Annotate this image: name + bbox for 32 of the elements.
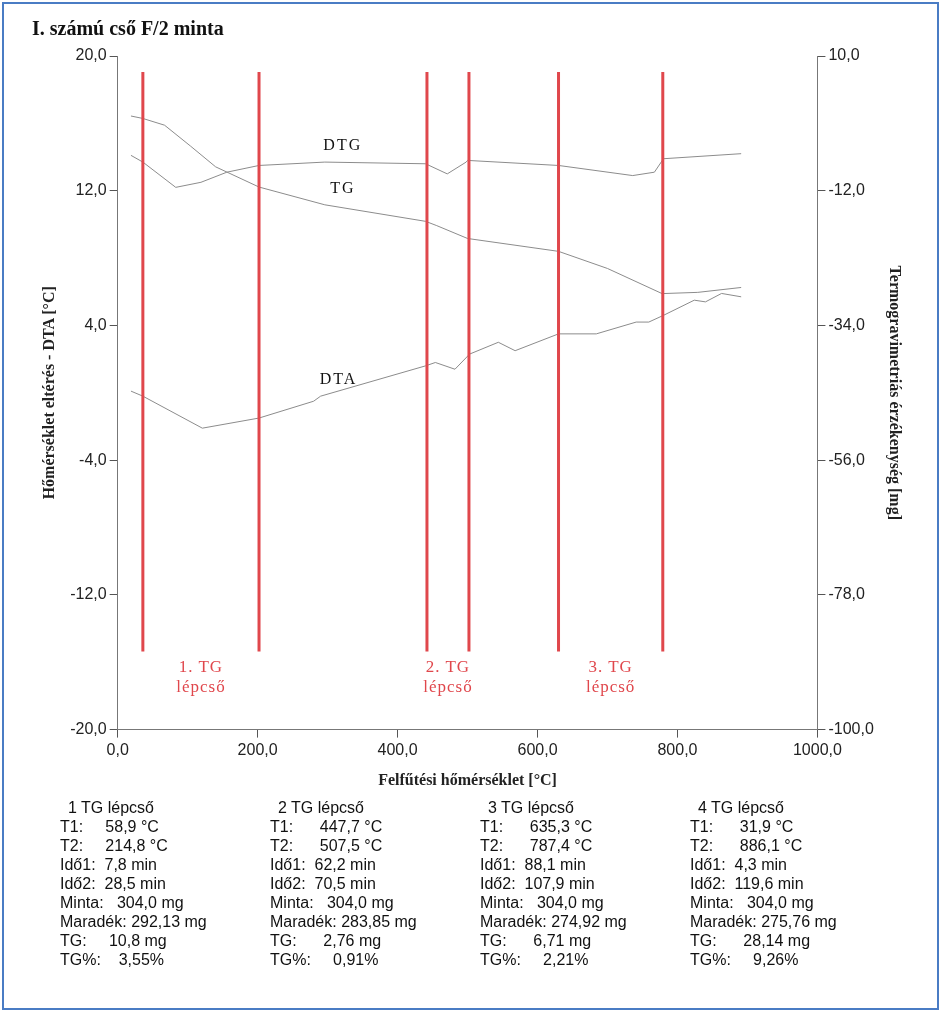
x-tick-label: 0,0	[106, 740, 129, 758]
y-tick-label: -12,0	[70, 585, 107, 603]
x-tick-label: 800,0	[657, 740, 698, 758]
text: 3 TG lépcső T1: 635,3 °C T2: 787,4 °C Idő1: 88,1 min Idő2: 107,9 min Minta: 304,0 mg Maradék: 274,92 mg TG: 6,71 mg TG%: 2,21%	[480, 799, 627, 968]
series-label: DTG	[323, 136, 363, 154]
annotation: 2. TG lépcső	[423, 657, 473, 697]
y2-tick-label: -100,0	[828, 720, 874, 738]
y-tick-label: 20,0	[75, 46, 107, 64]
x-tick-label: 400,0	[377, 740, 418, 758]
y2-axis-title: Termogravimetriás érzékenység [mg]	[886, 265, 905, 521]
y-tick-label: -20,0	[70, 720, 107, 738]
y-tick-label: 12,0	[75, 181, 107, 199]
y2-tick-label: 10,0	[828, 46, 860, 64]
text: 1 TG lépcső T1: 58,9 °C T2: 214,8 °C Idő1: 7,8 min Idő2: 28,5 min Minta: 304,0 mg Maradék: 292,13 mg TG: 10,8 mg TG%: 3,55%	[60, 799, 207, 968]
series-label: TG	[330, 179, 356, 197]
y2-tick-label: -34,0	[828, 315, 865, 333]
y2-tick-label: -78,0	[828, 585, 865, 603]
y2-tick-label: -12,0	[828, 181, 865, 199]
text: 2 TG lépcső T1: 447,7 °C T2: 507,5 °C Idő1: 62,2 min Idő2: 70,5 min Minta: 304,0 mg Maradék: 283,85 mg TG: 2,76 mg TG%: 0,91%	[270, 799, 417, 968]
annotation: 1. TG lépcső	[176, 657, 226, 697]
series-label: DTA	[319, 370, 358, 388]
y2-tick-label: -56,0	[828, 450, 865, 468]
x-tick-label: 600,0	[517, 740, 558, 758]
y-tick-label: -4,0	[79, 450, 107, 468]
annotation: 3. TG lépcső	[585, 657, 636, 697]
y-axis-title: Hőmérséklet eltérés - DTA [°C]	[39, 286, 57, 500]
x-axis-title: Felfűtési hőmérséklet [°C]	[378, 770, 557, 788]
x-tick-label: 200,0	[237, 740, 278, 758]
text: 4 TG lépcső T1: 31,9 °C T2: 886,1 °C Idő1: 4,3 min Idő2: 119,6 min Minta: 304,0 mg Maradék: 275,76 mg TG: 28,14 mg TG%: 9,26%	[690, 799, 837, 968]
y-tick-label: 4,0	[84, 315, 107, 333]
x-tick-label: 1000,0	[792, 740, 842, 758]
chart-title: I. számú cső F/2 minta	[32, 17, 224, 40]
